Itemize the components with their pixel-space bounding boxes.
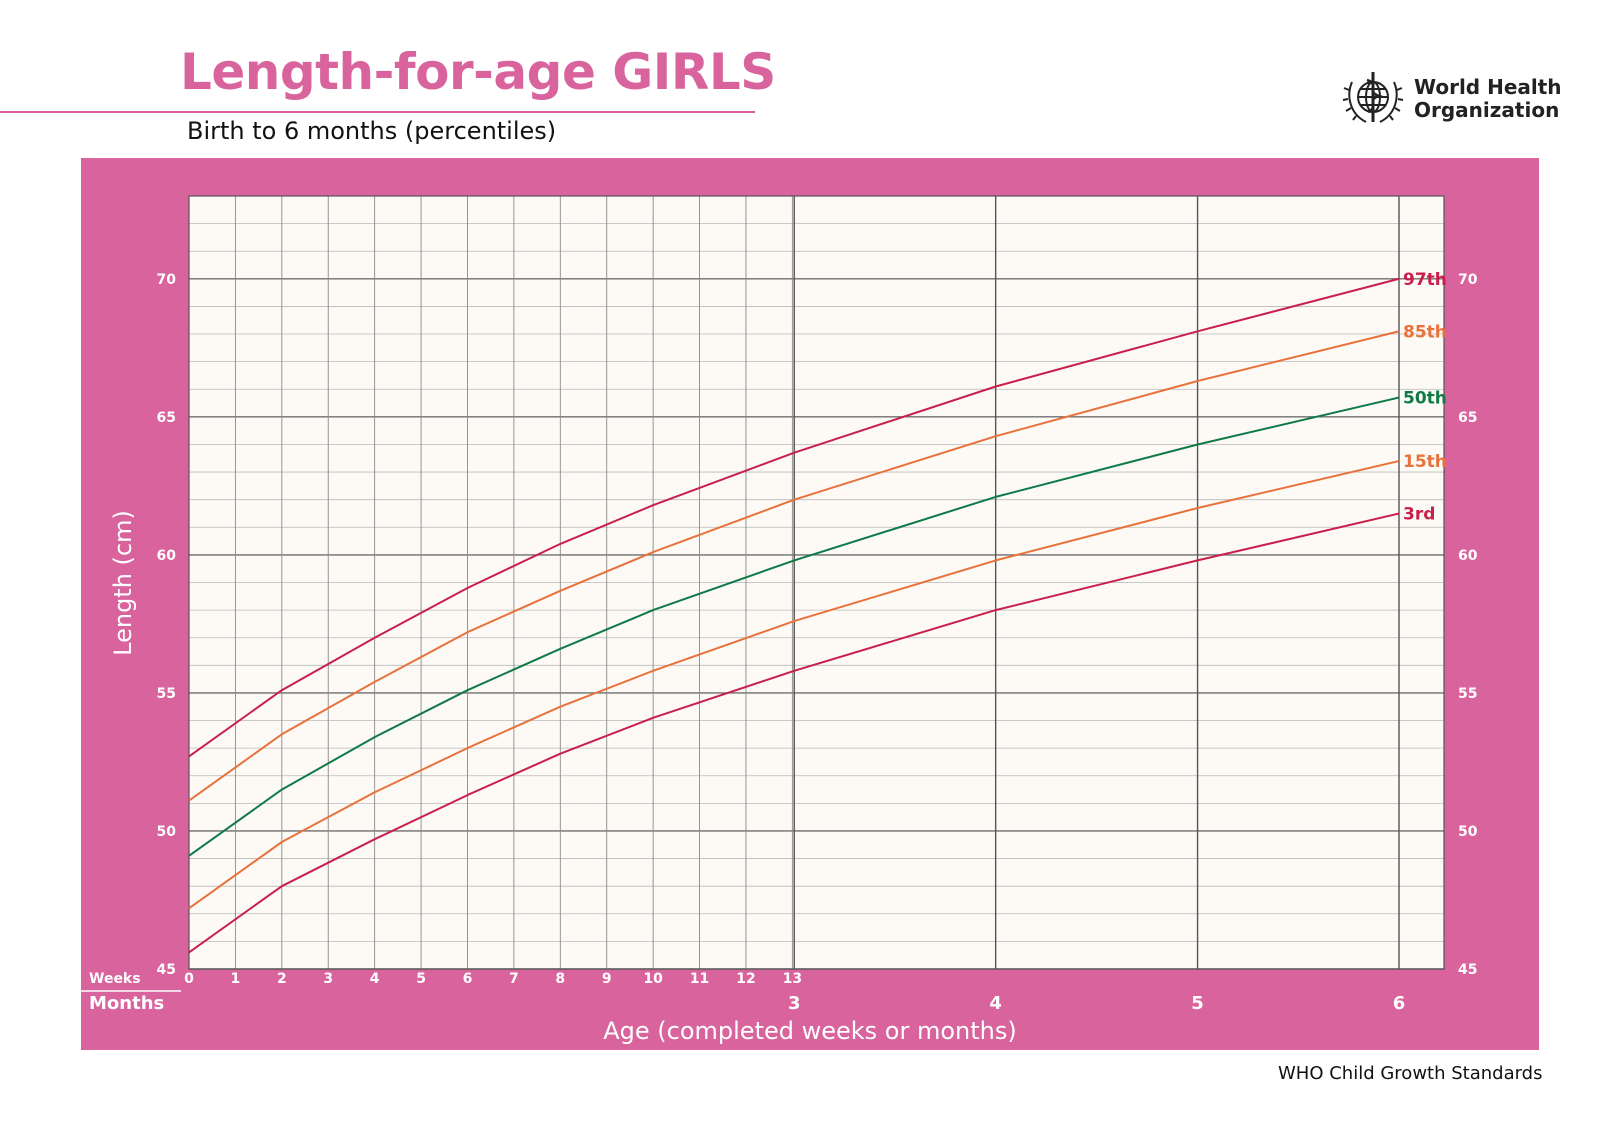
week-tick-label: 2 <box>277 971 287 987</box>
month-tick-label: 6 <box>1393 993 1406 1014</box>
week-tick-label: 1 <box>231 971 241 987</box>
y-tick-label-left: 55 <box>157 686 176 702</box>
series-label-15th: 15th <box>1403 452 1447 472</box>
y-tick-label-left: 60 <box>157 548 177 564</box>
week-tick-label: 6 <box>463 971 473 987</box>
series-line-50th <box>188 396 1400 857</box>
footer-text: WHO Child Growth Standards <box>1278 1063 1543 1084</box>
who-wordmark-line2: Organization <box>1414 98 1560 122</box>
y-axis-title: Length (cm) <box>109 510 137 656</box>
y-tick-label-left: 50 <box>157 824 177 840</box>
y-tick-label-left: 65 <box>157 410 176 426</box>
plot-area <box>189 196 1444 969</box>
grid <box>188 195 1445 970</box>
series-line-3rd <box>188 512 1400 954</box>
week-tick-label: 12 <box>736 971 755 987</box>
y-tick-label-right: 50 <box>1458 824 1478 840</box>
series-group <box>188 277 1400 954</box>
page-title: Length-for-age GIRLS <box>180 43 776 101</box>
week-tick-label: 4 <box>370 971 380 987</box>
week-tick-label: 7 <box>509 971 519 987</box>
months-axis-label: Months <box>89 993 164 1014</box>
week-tick-label: 13 <box>783 971 802 987</box>
series-line-97th <box>188 277 1400 758</box>
week-tick-label: 10 <box>643 971 663 987</box>
who-wordmark: World Health Organization <box>1414 76 1562 122</box>
month-tick-label: 3 <box>788 993 801 1014</box>
page-subtitle: Birth to 6 months (percentiles) <box>187 117 557 145</box>
y-tick-label-right: 65 <box>1458 410 1477 426</box>
chart-frame <box>81 158 1539 1050</box>
series-label-85th: 85th <box>1403 322 1447 342</box>
week-tick-label: 11 <box>690 971 709 987</box>
y-tick-label-left: 70 <box>157 272 177 288</box>
series-label-50th: 50th <box>1403 389 1447 409</box>
series-line-15th <box>188 460 1400 910</box>
who-emblem-icon <box>1342 72 1404 123</box>
y-tick-label-left: 45 <box>157 962 176 978</box>
x-axis-title: Age (completed weeks or months) <box>603 1017 1017 1045</box>
series-label-97th: 97th <box>1403 270 1447 290</box>
y-tick-label-right: 70 <box>1458 272 1478 288</box>
y-tick-label-right: 45 <box>1458 962 1477 978</box>
y-tick-label-right: 55 <box>1458 686 1477 702</box>
week-tick-label: 3 <box>323 971 333 987</box>
week-tick-label: 5 <box>416 971 426 987</box>
week-tick-label: 0 <box>184 971 194 987</box>
y-tick-label-right: 60 <box>1458 548 1478 564</box>
week-tick-label: 8 <box>555 971 565 987</box>
weeks-axis-label: Weeks <box>89 971 141 987</box>
week-tick-label: 9 <box>602 971 612 987</box>
month-tick-label: 4 <box>989 993 1002 1014</box>
who-wordmark-line1: World Health <box>1414 75 1562 99</box>
title-divider <box>0 111 755 113</box>
series-line-85th <box>188 330 1400 802</box>
plot-border <box>188 195 1445 970</box>
month-tick-label: 5 <box>1191 993 1204 1014</box>
series-label-3rd: 3rd <box>1403 504 1435 524</box>
